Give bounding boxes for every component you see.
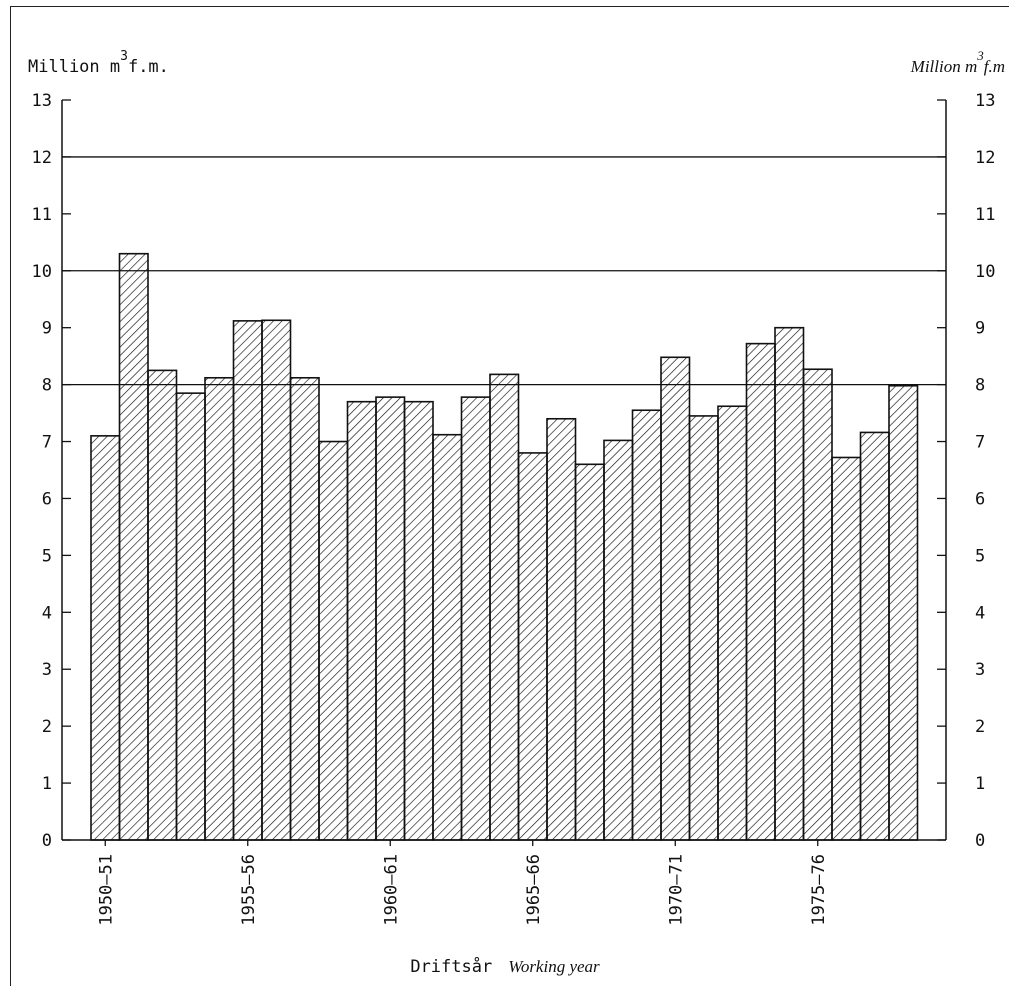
bar-1952-53 [147, 369, 178, 841]
y-tick-label-right: 6 [975, 489, 985, 509]
x-tick-label: 1955–56 [239, 854, 259, 926]
y-tick-label-right: 8 [975, 376, 985, 396]
bar-1965-66 [517, 452, 548, 841]
bar-1977-78 [859, 431, 890, 841]
y-tick-label-left: 9 [42, 319, 52, 339]
bar-1973-74 [745, 342, 776, 841]
y-tick-label-left: 2 [42, 717, 52, 737]
bar-1956-57 [261, 319, 292, 841]
y-tick-label-left: 6 [42, 489, 52, 509]
left-axis-unit: Million m3f.m. [28, 49, 169, 77]
y-tick-label-left: 3 [42, 660, 52, 680]
y-tick-label-left: 7 [42, 433, 52, 453]
bar-1968-69 [603, 439, 634, 841]
bar-1963-64 [460, 396, 491, 841]
y-tick-label-right: 0 [975, 831, 985, 851]
right-axis-unit: Million m3f.m [910, 48, 1005, 76]
bar-1960-61 [375, 396, 406, 841]
y-tick-label-right: 3 [975, 660, 985, 680]
y-tick-label-left: 4 [42, 603, 52, 623]
y-tick-label-left: 1 [42, 774, 52, 794]
bar-1954-55 [204, 376, 235, 841]
bar-1972-73 [717, 405, 748, 841]
bar-1959-60 [346, 400, 377, 841]
bar-1953-54 [175, 392, 206, 841]
y-tick-label-left: 13 [32, 91, 52, 111]
x-tick-label: 1950–51 [96, 854, 116, 926]
bar-1962-63 [432, 433, 463, 841]
y-tick-label-right: 13 [975, 91, 995, 111]
x-tick-label: 1975–76 [809, 854, 829, 926]
bar-1976-77 [831, 456, 862, 841]
y-tick-label-right: 11 [975, 205, 995, 225]
x-tick-label: 1965–66 [524, 854, 544, 926]
gridlines [62, 156, 946, 386]
x-tick-label: 1960–61 [381, 854, 401, 926]
y-tick-label-right: 12 [975, 148, 995, 168]
y-tick-label-right: 9 [975, 319, 985, 339]
bar-1964-65 [489, 373, 520, 841]
bar-1970-71 [660, 356, 691, 841]
bar-1951-52 [118, 252, 149, 841]
y-tick-label-left: 11 [32, 205, 52, 225]
bar-1978-79 [888, 384, 919, 841]
y-tick-label-right: 5 [975, 546, 985, 566]
y-tick-label-right: 1 [975, 774, 985, 794]
bar-1967-68 [574, 463, 605, 841]
bar-1969-70 [631, 409, 662, 841]
chart-frame [10, 6, 1009, 986]
bar-1974-75 [774, 326, 805, 841]
x-tick-label: 1970–71 [666, 854, 686, 926]
y-tick-label-right: 7 [975, 433, 985, 453]
x-axis-title: Driftsår Working year [410, 956, 600, 977]
y-tick-label-left: 8 [42, 376, 52, 396]
x-ticks: 1950–51 1955–56 1960–61 1965–66 1970–71 1975–… [96, 840, 829, 926]
bar-1966-67 [546, 417, 577, 841]
bars [90, 252, 919, 841]
y-tick-label-left: 12 [32, 148, 52, 168]
bar-1971-72 [688, 415, 719, 841]
y-tick-label-right: 10 [975, 262, 995, 282]
y-tick-label-left: 5 [42, 546, 52, 566]
axes [61, 100, 947, 841]
bar-1957-58 [289, 376, 320, 841]
y-tick-label-right: 4 [975, 603, 985, 623]
y-tick-label-left: 0 [42, 831, 52, 851]
bar-1958-59 [318, 440, 349, 841]
bar-1961-62 [403, 400, 434, 841]
bar-1950-51 [90, 435, 121, 841]
y-tick-label-left: 10 [32, 262, 52, 282]
bar-1955-56 [232, 320, 263, 841]
bar-1975-76 [802, 368, 833, 841]
y-tick-label-right: 2 [975, 717, 985, 737]
